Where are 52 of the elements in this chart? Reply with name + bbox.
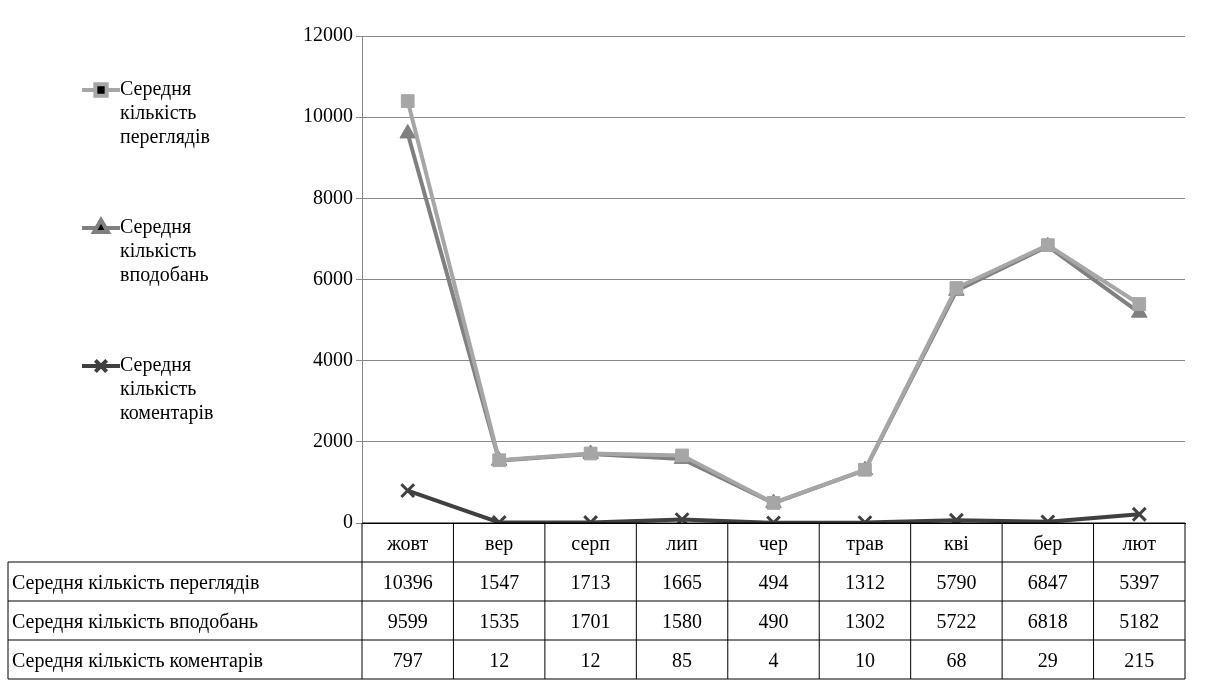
x-tick-label: лют <box>1122 531 1157 554</box>
data-label: 12 <box>489 648 510 671</box>
data-label: 1665 <box>662 570 703 593</box>
legend-label: Середня кількість вподобань <box>120 215 209 287</box>
data-label: 85 <box>672 648 693 671</box>
y-tick-label: 12000 <box>303 23 353 46</box>
data-label: 4 <box>768 648 779 671</box>
x-tick-label: трав <box>846 531 884 555</box>
y-tick-label: 4000 <box>313 347 353 370</box>
point <box>400 94 415 108</box>
data-label: 494 <box>758 570 789 593</box>
data-label: 6818 <box>1027 609 1068 632</box>
data-label: 1535 <box>479 609 520 632</box>
data-label: 215 <box>1124 648 1155 671</box>
data-label: 1713 <box>570 570 611 593</box>
legend-label: Середня кількість коментарів <box>120 353 214 425</box>
text: Середня кількість коментарів <box>12 648 263 671</box>
data-label: 797 <box>392 648 423 671</box>
data-label: 490 <box>758 609 789 632</box>
data-label: 1547 <box>479 570 520 593</box>
data-label: 1580 <box>662 609 703 632</box>
data-label: 10396 <box>382 570 433 593</box>
y-tick-label: 6000 <box>313 266 353 289</box>
x-tick-label: бер <box>1033 531 1063 555</box>
x-tick-label: вер <box>485 531 514 555</box>
y-tick-label: 2000 <box>313 429 353 452</box>
x-tick-label: кві <box>944 531 970 554</box>
x-tick-label: жовт <box>386 531 429 554</box>
data-label: 9599 <box>387 609 428 632</box>
legend-label: Середня кількість переглядів <box>120 77 210 149</box>
data-label: 29 <box>1037 648 1058 671</box>
y-tick-label: 8000 <box>313 185 353 208</box>
x-tick-label: лип <box>666 531 699 554</box>
data-label: 1302 <box>844 609 885 632</box>
y-tick-label: 10000 <box>303 104 353 127</box>
data-label: 5182 <box>1119 609 1160 632</box>
data-label: 68 <box>946 648 967 671</box>
point <box>1132 297 1147 311</box>
data-label: 1312 <box>844 570 885 593</box>
x-tick-label: серп <box>571 531 611 555</box>
y-tick-label: 0 <box>343 510 353 533</box>
text: Середня кількість вподобань <box>12 609 259 632</box>
data-label: 5722 <box>936 609 977 632</box>
text: Середня кількість переглядів <box>12 570 260 593</box>
data-label: 10 <box>854 648 875 671</box>
point <box>674 511 690 523</box>
data-label: 5790 <box>936 570 977 593</box>
data-label: 12 <box>580 648 601 671</box>
x-tick-label: чер <box>759 531 788 555</box>
data-label: 6847 <box>1027 570 1068 593</box>
data-label: 1701 <box>570 609 611 632</box>
data-label: 5397 <box>1119 570 1160 593</box>
